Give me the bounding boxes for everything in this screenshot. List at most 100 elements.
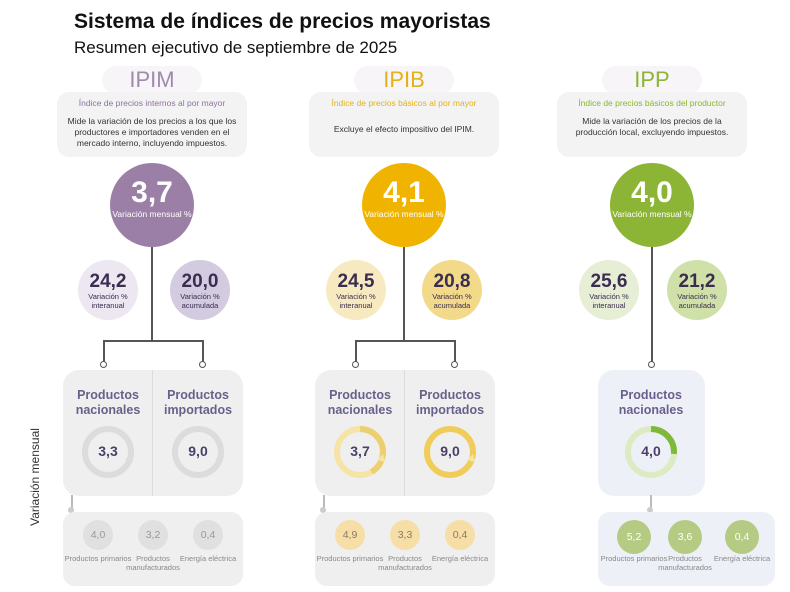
monthly-value: 3,7	[131, 176, 173, 209]
breakdown-label: Productos primarios	[316, 554, 384, 563]
index-name: IPIM	[102, 66, 202, 94]
monthly-value: 4,0	[631, 176, 673, 209]
breakdown-value: 0,4	[193, 520, 223, 550]
index-description-box: Índice de precios básicos del productor …	[557, 92, 747, 157]
monthly-circle: 4,0 Variación mensual %	[610, 163, 694, 247]
connector	[355, 340, 357, 362]
ytd-label: Variación % acumulada	[677, 292, 717, 310]
yoy-value: 24,2	[89, 271, 127, 292]
index-name: IPIB	[354, 66, 454, 94]
connector-node	[199, 361, 206, 368]
products-importados: Productos importados 9,0	[153, 370, 243, 496]
ytd-circle: 20,0 Variación % acumulada	[170, 260, 230, 320]
product-label: Productos nacionales	[618, 388, 684, 417]
breakdown-label: Productos manufacturados	[658, 554, 712, 572]
breakdown-box: 5,2 Productos primarios 3,6 Productos ma…	[598, 512, 775, 586]
index-name: IPP	[602, 66, 702, 94]
index-description-box: Índice de precios internos al por mayor …	[57, 92, 247, 157]
page-subtitle: Resumen ejecutivo de septiembre de 2025	[74, 38, 398, 57]
breakdown-box: 4,0 Productos primarios 3,2 Productos ma…	[63, 512, 243, 586]
monthly-circle: 3,7 Variación mensual %	[110, 163, 194, 247]
connector	[454, 340, 456, 362]
breakdown-label: Productos primarios	[600, 554, 668, 563]
monthly-label: Variación mensual %	[612, 209, 692, 219]
products-nacionales: Productos nacionales 3,3	[63, 370, 153, 496]
yoy-circle: 24,5 Variación % interanual	[326, 260, 386, 320]
ipim-column: IPIM Índice de precios internos al por m…	[32, 0, 272, 592]
monthly-circle: 4,1 Variación mensual %	[362, 163, 446, 247]
connector	[202, 340, 204, 362]
monthly-label: Variación mensual %	[112, 209, 192, 219]
product-label: Productos nacionales	[327, 388, 393, 417]
ring-gauge: 4,0	[623, 424, 679, 480]
product-value: 3,7	[350, 443, 370, 459]
yoy-value: 25,6	[590, 271, 628, 292]
breakdown-value: 3,6	[668, 520, 702, 554]
connector	[151, 247, 153, 341]
breakdown-label: Productos manufacturados	[378, 554, 432, 572]
breakdown-box: 4,9 Productos primarios 3,3 Productos ma…	[315, 512, 495, 586]
ytd-value: 20,8	[433, 271, 471, 292]
product-label: Productos importados	[163, 388, 233, 417]
monthly-value: 4,1	[383, 176, 425, 209]
ring-gauge: 3,3	[80, 424, 136, 480]
product-label: Productos importados	[415, 388, 485, 417]
product-value: 9,0	[188, 443, 208, 459]
products-nacionales: Productos nacionales 4,0	[606, 370, 696, 496]
ipib-column: IPIB Índice de precios básicos al por ma…	[284, 0, 524, 592]
yoy-circle: 24,2 Variación % interanual	[78, 260, 138, 320]
breakdown-value: 3,2	[138, 520, 168, 550]
index-description: Mide la variación de los precios a los q…	[67, 116, 237, 148]
yoy-label: Variación % interanual	[88, 292, 128, 310]
index-heading: Índice de precios básicos al por mayor	[331, 98, 477, 108]
index-description-box: Índice de precios básicos al por mayor E…	[309, 92, 499, 157]
breakdown-value: 4,9	[335, 520, 365, 550]
breakdown-value: 0,4	[725, 520, 759, 554]
ytd-circle: 20,8 Variación % acumulada	[422, 260, 482, 320]
connector-node	[100, 361, 107, 368]
ytd-label: Variación % acumulada	[432, 292, 472, 310]
index-heading: Índice de precios básicos del productor	[578, 98, 726, 108]
index-description: Excluye el efecto impositivo del IPIM.	[333, 124, 475, 134]
yoy-label: Variación % interanual	[589, 292, 629, 310]
ytd-circle: 21,2 Variación % acumulada	[667, 260, 727, 320]
breakdown-value: 3,3	[390, 520, 420, 550]
ring-gauge: 9,0	[422, 424, 478, 480]
product-value: 9,0	[440, 443, 460, 459]
breakdown-value: 0,4	[445, 520, 475, 550]
products-importados: Productos importados 9,0	[405, 370, 495, 496]
products-nacionales: Productos nacionales 3,7	[315, 370, 405, 496]
connector	[355, 340, 455, 342]
breakdown-label: Energía eléctrica	[179, 554, 237, 563]
monthly-label: Variación mensual %	[364, 209, 444, 219]
products-box: Productos nacionales 3,3 Productos impor…	[63, 370, 243, 496]
ytd-value: 21,2	[678, 271, 716, 292]
product-value: 4,0	[641, 443, 661, 459]
connector-node	[648, 361, 655, 368]
connector-node	[451, 361, 458, 368]
breakdown-value: 4,0	[83, 520, 113, 550]
breakdown-label: Energía eléctrica	[713, 554, 771, 563]
page-title: Sistema de índices de precios mayoristas	[74, 10, 491, 33]
breakdown-label: Productos primarios	[64, 554, 132, 563]
breakdown-label: Productos manufacturados	[126, 554, 180, 572]
breakdown-label: Energía eléctrica	[431, 554, 489, 563]
breakdown-value: 5,2	[617, 520, 651, 554]
product-value: 3,3	[98, 443, 118, 459]
ytd-value: 20,0	[181, 271, 219, 292]
ytd-label: Variación % acumulada	[180, 292, 220, 310]
connector	[103, 340, 105, 362]
ring-gauge: 3,7	[332, 424, 388, 480]
connector	[651, 247, 653, 365]
connector	[403, 247, 405, 341]
ring-gauge: 9,0	[170, 424, 226, 480]
ipp-column: IPP Índice de precios básicos del produc…	[532, 0, 775, 592]
yoy-label: Variación % interanual	[336, 292, 376, 310]
connector-node	[352, 361, 359, 368]
yoy-value: 24,5	[337, 271, 375, 292]
yoy-circle: 25,6 Variación % interanual	[579, 260, 639, 320]
index-description: Mide la variación de los precios de la p…	[575, 116, 729, 137]
connector	[103, 340, 203, 342]
product-label: Productos nacionales	[75, 388, 141, 417]
products-box: Productos nacionales 4,0	[598, 370, 705, 496]
